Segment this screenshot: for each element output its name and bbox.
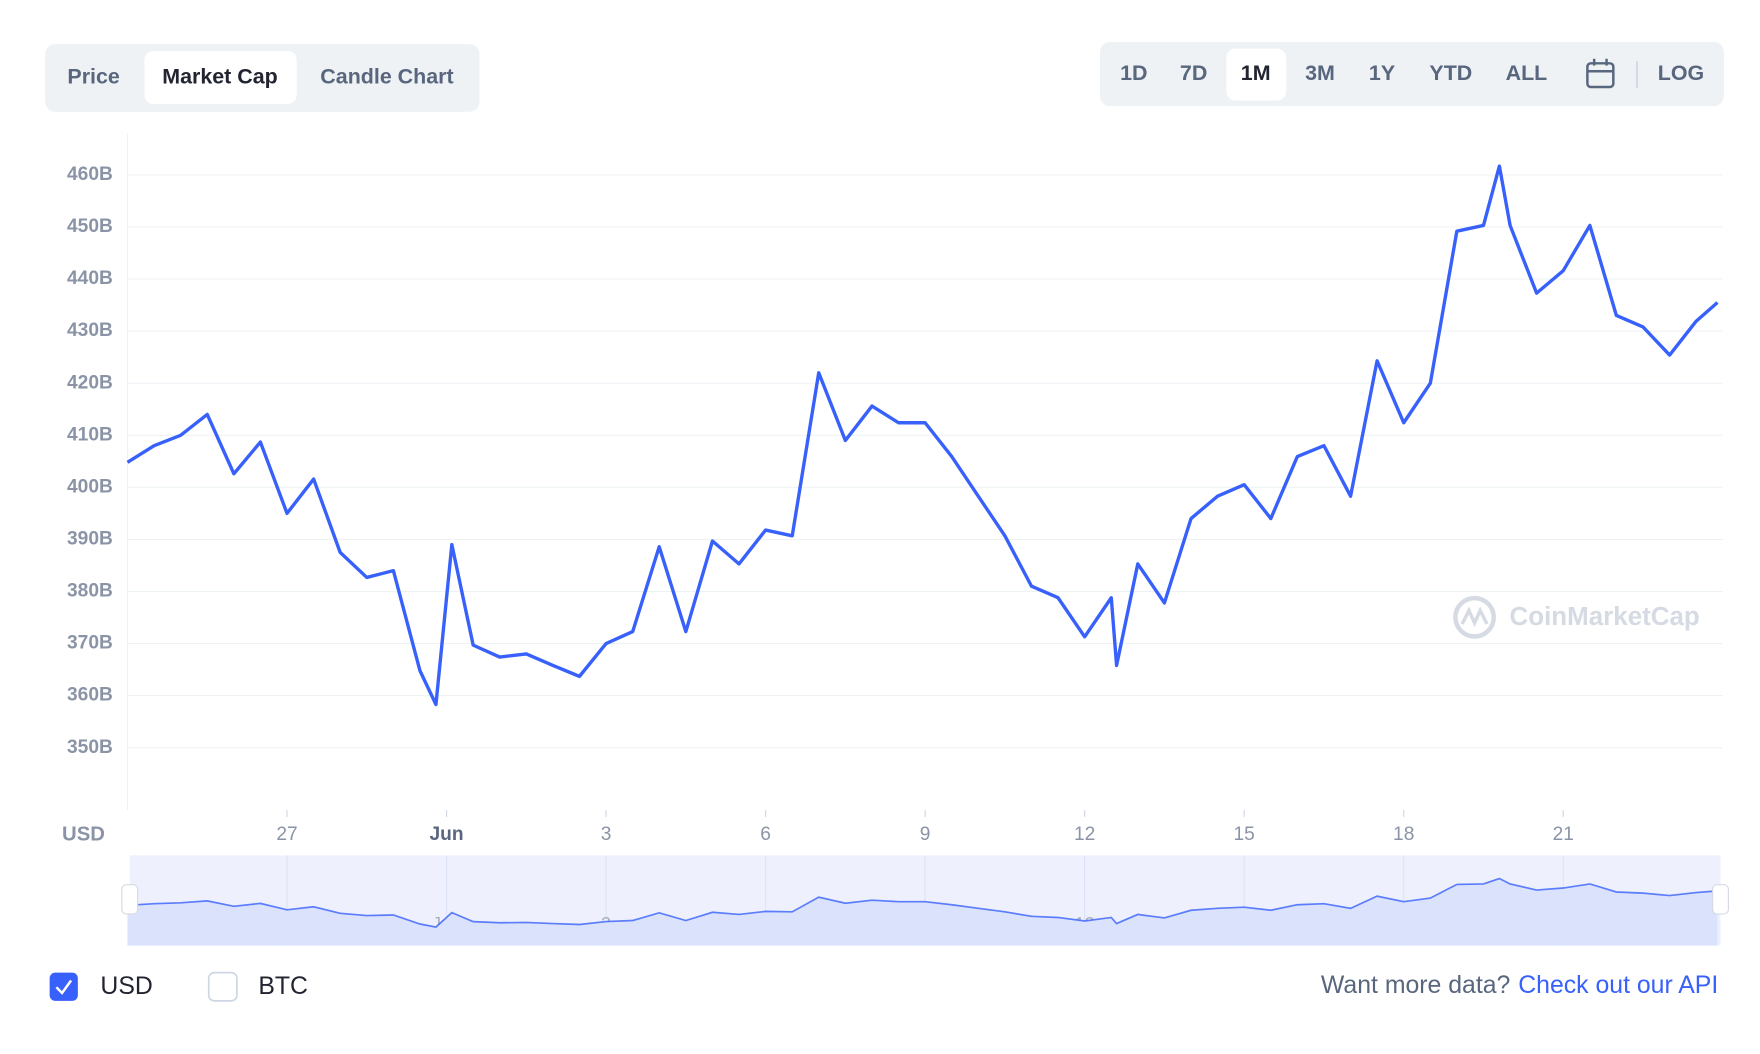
x-tick-label: 6	[760, 824, 771, 845]
y-tick-label: 360B	[67, 685, 113, 706]
api-link[interactable]: Check out our API	[1518, 972, 1718, 999]
range-button[interactable]: ALL	[1506, 61, 1548, 85]
price-line	[126, 164, 1719, 707]
x-tick-label: 9	[920, 824, 931, 845]
checkbox[interactable]	[207, 971, 238, 1002]
y-tick-label: 460B	[67, 164, 113, 185]
y-tick-label: 410B	[67, 424, 113, 445]
range-button[interactable]: 7D	[1180, 61, 1207, 85]
x-tick-label: Jun	[430, 824, 464, 845]
y-tick-label: 420B	[67, 372, 113, 393]
checkbox-checked[interactable]	[49, 972, 78, 1001]
footer: Want more data? Check out our API	[1321, 972, 1718, 999]
tab[interactable]: Candle Chart	[320, 65, 453, 89]
x-tick-label: 15	[1234, 824, 1255, 845]
range-button[interactable]: YTD	[1429, 61, 1472, 85]
log-button[interactable]: LOG	[1658, 61, 1704, 85]
check-mark	[55, 979, 73, 995]
series	[126, 164, 1719, 707]
tab-selected-bg	[144, 50, 297, 104]
range-button[interactable]: 3M	[1305, 61, 1335, 85]
tab[interactable]: Price	[67, 65, 119, 89]
currency-label[interactable]: USD	[100, 973, 152, 1000]
y-tick-label: 400B	[67, 476, 113, 497]
axis-label: USD	[62, 823, 105, 845]
range-button[interactable]: 1M	[1241, 61, 1271, 85]
range-button[interactable]: 1Y	[1369, 61, 1395, 85]
grid	[127, 174, 1723, 749]
y-tick-label: 380B	[67, 581, 113, 602]
footer-prompt: Want more data?	[1321, 972, 1510, 999]
y-tick-label: 350B	[67, 737, 113, 758]
navigator-handle[interactable]	[1712, 884, 1729, 915]
navigator-handle[interactable]	[121, 884, 139, 915]
y-ticks: 350B 360B 370B 380B 390B 400B 410B 420B 430B 440B…	[67, 164, 113, 758]
x-tick-label: 18	[1393, 824, 1414, 845]
x-ticks: 27 Jun 3 6 9 12 15 18 21	[276, 810, 1574, 845]
y-tick-label: 440B	[67, 268, 113, 289]
navigator-line	[127, 877, 1718, 928]
y-tick-label: 370B	[67, 633, 113, 654]
watermark: CoinMarketCap	[1453, 595, 1700, 639]
range-selected-bg	[1226, 48, 1287, 101]
y-tick-label: 390B	[67, 528, 113, 549]
navigator-area	[127, 878, 1718, 946]
x-tick-label: 21	[1553, 824, 1574, 845]
watermark-text: CoinMarketCap	[1510, 603, 1700, 631]
x-tick-label: 12	[1074, 824, 1095, 845]
calendar-icon[interactable]	[1586, 58, 1615, 89]
y-tick-label: 450B	[67, 216, 113, 237]
range-button[interactable]: 1D	[1120, 61, 1147, 85]
tab[interactable]: Market Cap	[162, 65, 277, 89]
x-tick-label: 3	[601, 824, 612, 845]
currency-label[interactable]: BTC	[258, 973, 308, 1000]
x-tick-label: 27	[276, 824, 297, 845]
y-tick-label: 430B	[67, 320, 113, 341]
